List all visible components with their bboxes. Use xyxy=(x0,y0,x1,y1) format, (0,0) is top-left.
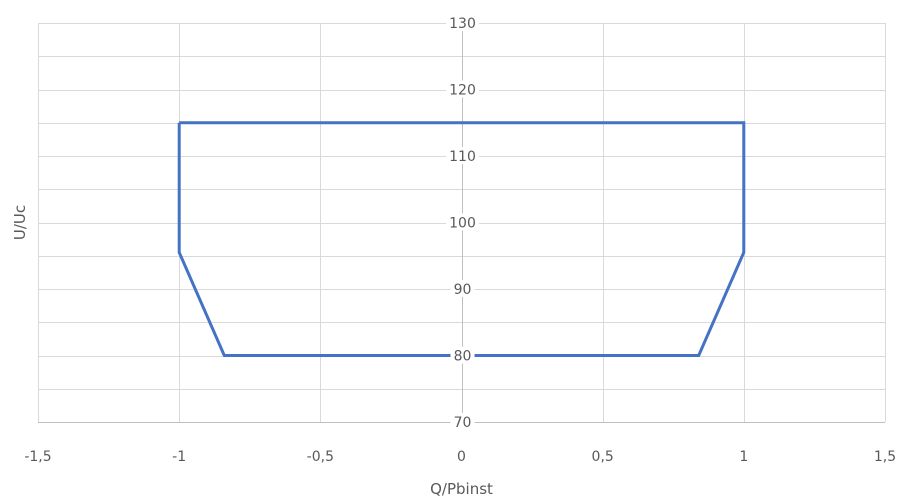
x-tick-label: -1,5 xyxy=(24,449,51,465)
y-tick-label: 130 xyxy=(449,16,476,32)
y-tick-label: 120 xyxy=(449,83,476,99)
y-tick-label-bg xyxy=(446,213,479,231)
y-tick-label-bg xyxy=(446,14,479,31)
series-line xyxy=(177,121,746,357)
y-tick-label-bg xyxy=(450,280,475,297)
y-tick-label: 90 xyxy=(454,282,472,298)
x-tick-label: -1 xyxy=(172,449,186,465)
series-layer xyxy=(177,121,746,357)
x-tick-label: 0,5 xyxy=(592,449,614,465)
y-tick-label: 100 xyxy=(449,216,476,232)
x-tick-labels: -1,5 -1 -0,5 0 0,5 1 1,5 xyxy=(24,449,896,465)
y-tick-label-bg xyxy=(450,413,475,430)
y-tick-label: 70 xyxy=(454,415,472,431)
y-tick-label: 110 xyxy=(449,149,476,165)
y-tick-label-bg xyxy=(446,80,479,98)
x-tick-label: -0,5 xyxy=(307,449,334,465)
y-tick-label-bg xyxy=(450,346,475,364)
x-tick-label: 1 xyxy=(739,449,748,465)
x-tick-label: 0 xyxy=(457,449,466,465)
y-tick-label-bg xyxy=(446,147,479,164)
x-axis-title: Q/Pbinst xyxy=(430,480,493,498)
y-tick-labels: 70 80 90 100 110 120 130 xyxy=(446,14,479,431)
x-tick-label: 1,5 xyxy=(874,449,896,465)
y-axis-title: U/Uc xyxy=(11,205,29,240)
y-tick-label: 80 xyxy=(454,349,472,365)
